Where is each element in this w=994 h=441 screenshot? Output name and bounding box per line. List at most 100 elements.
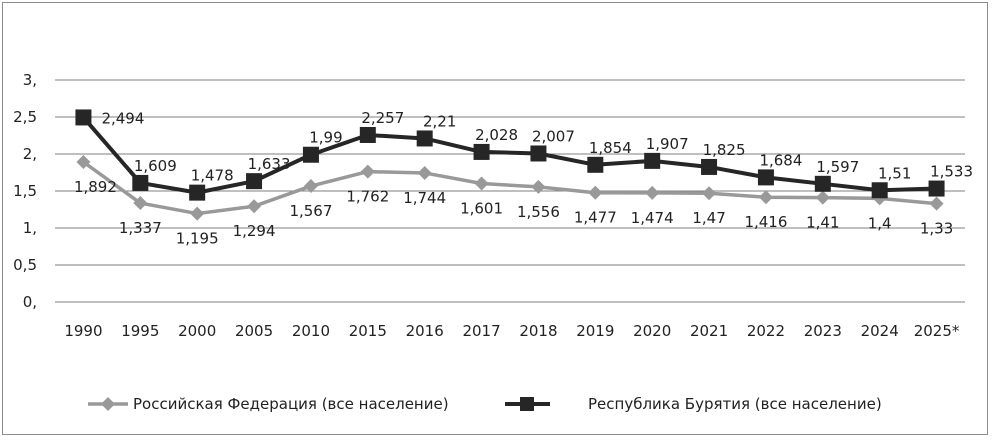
data-point-russia <box>531 179 546 194</box>
x-tick-label: 2000 <box>178 322 216 340</box>
x-tick-label: 2024 <box>861 322 899 340</box>
legend: Российская Федерация (все население) Рес… <box>88 395 882 413</box>
y-tick-label: 1,5 <box>13 182 37 200</box>
data-label-russia: 1,337 <box>119 219 162 237</box>
data-point-russia <box>588 185 603 200</box>
data-point-buryatia <box>132 174 149 191</box>
data-label-buryatia: 1,51 <box>878 164 911 182</box>
legend-label-buryatia: Республика Бурятия (все население) <box>588 395 882 413</box>
data-point-russia <box>190 206 205 221</box>
x-tick-label: 2010 <box>292 322 330 340</box>
x-tick-label: 2015 <box>349 322 387 340</box>
x-axis-ticks: 1990 1995 2000 2005 2010 2015 2016 2017 2018 2019… <box>64 322 960 340</box>
y-tick-label: 2, <box>23 145 37 163</box>
data-point-russia <box>645 185 660 200</box>
data-point-buryatia <box>246 173 263 190</box>
legend-entry-russia: Российская Федерация (все население) <box>88 395 449 413</box>
data-label-buryatia: 1,854 <box>589 139 632 157</box>
data-label-russia: 1,601 <box>460 200 503 218</box>
data-point-russia <box>702 186 717 201</box>
data-label-russia: 1,892 <box>74 178 117 196</box>
data-label-buryatia: 1,825 <box>703 141 746 159</box>
data-point-buryatia <box>473 143 490 160</box>
x-tick-label: 2023 <box>804 322 842 340</box>
data-label-buryatia: 2,007 <box>532 127 575 145</box>
x-tick-label: 2016 <box>406 322 444 340</box>
data-point-russia <box>247 199 262 214</box>
x-tick-label: 1990 <box>64 322 102 340</box>
data-label-buryatia: 1,99 <box>309 129 342 147</box>
data-point-russia <box>474 176 489 191</box>
data-label-buryatia: 1,907 <box>646 135 689 153</box>
data-point-russia <box>417 165 432 180</box>
legend-marker-buryatia <box>520 397 534 411</box>
data-label-russia: 1,33 <box>920 220 953 238</box>
x-tick-label: 2020 <box>633 322 671 340</box>
data-label-russia: 1,477 <box>574 209 617 227</box>
data-label-buryatia: 1,478 <box>191 167 234 185</box>
data-point-russia <box>929 196 944 211</box>
data-point-buryatia <box>928 180 945 197</box>
data-label-buryatia: 1,684 <box>759 151 802 169</box>
data-label-buryatia: 2,494 <box>101 109 144 127</box>
data-label-russia: 1,41 <box>806 214 839 232</box>
x-tick-label: 2025* <box>914 322 960 340</box>
data-point-buryatia <box>416 130 433 147</box>
x-tick-label: 2005 <box>235 322 273 340</box>
data-point-buryatia <box>359 126 376 143</box>
legend-marker-russia <box>101 397 115 411</box>
data-point-russia <box>815 190 830 205</box>
data-point-buryatia <box>701 158 718 175</box>
data-point-buryatia <box>814 175 831 192</box>
data-point-buryatia <box>757 169 774 186</box>
legend-entry-buryatia: Республика Бурятия (все население) <box>505 395 882 413</box>
data-label-buryatia: 1,633 <box>248 155 291 173</box>
data-label-buryatia: 2,21 <box>423 112 456 130</box>
x-tick-label: 2019 <box>576 322 614 340</box>
y-tick-label: 2,5 <box>13 108 37 126</box>
y-tick-label: 1, <box>23 219 37 237</box>
data-point-buryatia <box>302 146 319 163</box>
data-point-russia <box>303 179 318 194</box>
data-label-buryatia: 1,609 <box>134 157 177 175</box>
data-label-buryatia: 2,028 <box>475 126 518 144</box>
x-tick-label: 2021 <box>690 322 728 340</box>
data-labels: 1,892 1,337 1,195 1,294 1,567 1,762 1,744 1,601… <box>74 109 973 248</box>
data-label-russia: 1,47 <box>692 209 725 227</box>
series-line-russia <box>82 160 937 216</box>
data-label-russia: 1,474 <box>631 209 674 227</box>
data-label-russia: 1,567 <box>289 202 332 220</box>
x-tick-label: 1995 <box>121 322 159 340</box>
data-label-russia: 1,556 <box>517 203 560 221</box>
data-label-russia: 1,744 <box>403 189 446 207</box>
data-label-russia: 1,762 <box>346 188 389 206</box>
data-point-buryatia <box>75 109 92 126</box>
y-tick-label: 0,5 <box>13 256 37 274</box>
data-point-russia <box>758 190 773 205</box>
data-label-russia: 1,416 <box>744 213 787 231</box>
data-label-russia: 1,195 <box>176 230 219 248</box>
y-axis-ticks: 0, 0,5 1, 1,5 2, 2,5 3, <box>13 71 37 311</box>
data-point-buryatia <box>587 156 604 173</box>
data-label-buryatia: 2,257 <box>361 109 404 127</box>
data-point-buryatia <box>871 182 888 199</box>
data-point-russia <box>76 154 91 169</box>
x-tick-label: 2022 <box>747 322 785 340</box>
data-label-russia: 1,4 <box>868 214 892 232</box>
data-label-buryatia: 1,597 <box>816 158 859 176</box>
data-point-russia <box>360 164 375 179</box>
x-tick-label: 2017 <box>462 322 500 340</box>
series-line-buryatia <box>81 116 937 195</box>
x-tick-label: 2018 <box>519 322 557 340</box>
data-point-buryatia <box>189 184 206 201</box>
series-group <box>75 109 945 221</box>
y-tick-label: 3, <box>23 71 37 89</box>
data-point-buryatia <box>530 145 547 162</box>
chart-frame <box>2 2 988 435</box>
data-point-russia <box>133 196 148 211</box>
data-point-buryatia <box>644 152 661 169</box>
data-label-russia: 1,294 <box>233 222 276 240</box>
y-tick-label: 0, <box>23 293 37 311</box>
data-label-buryatia: 1,533 <box>930 163 973 181</box>
